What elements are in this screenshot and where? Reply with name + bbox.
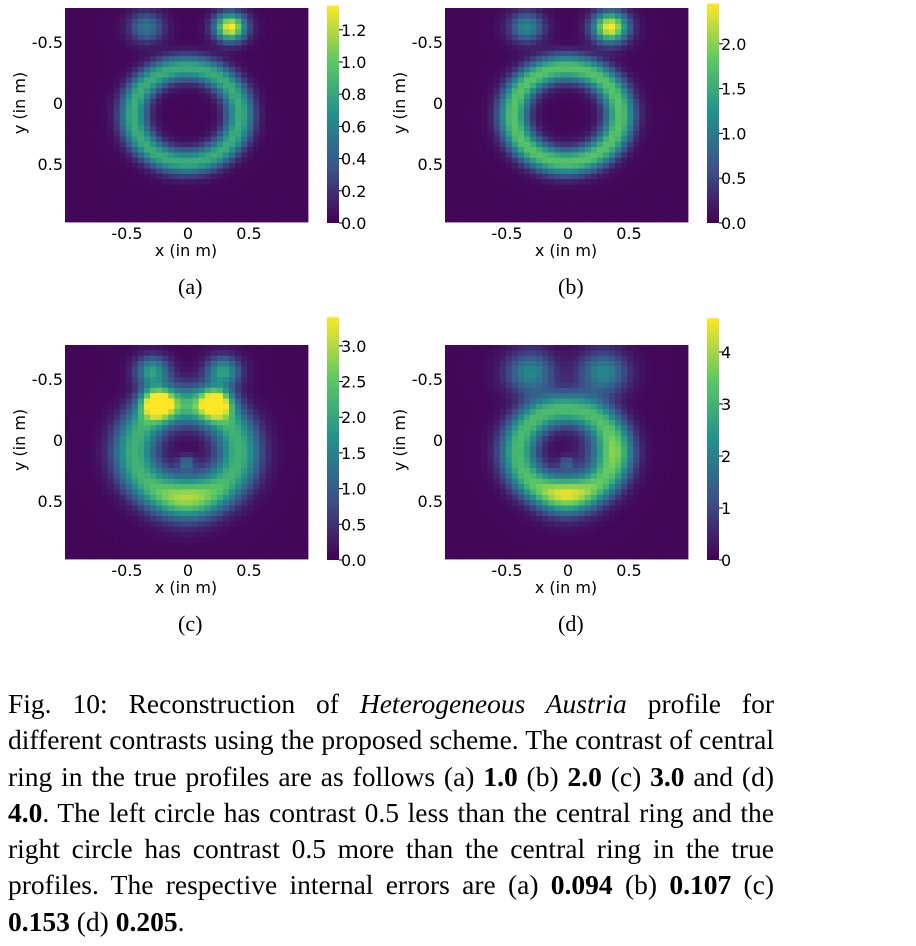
y-axis-label: y (in m) bbox=[390, 72, 409, 134]
y-tick-label: 0 bbox=[53, 94, 63, 113]
x-tick-label: 0.5 bbox=[236, 561, 261, 580]
x-tick-label: -0.5 bbox=[111, 561, 142, 580]
y-axis-label: y (in m) bbox=[10, 72, 29, 134]
subfigure-label: (b) bbox=[558, 274, 584, 299]
y-tick-label: 0 bbox=[433, 94, 443, 113]
panel-d: 0 1 2 3 4 -0.5 0 0.5 -0.5 0 0.5 x (in m) y (in m) (d) bbox=[380, 318, 800, 657]
y-tick-label: 0.5 bbox=[418, 492, 443, 511]
colorbar-tick-label: 0.8 bbox=[341, 85, 366, 104]
y-axis-label: y (in m) bbox=[390, 409, 409, 471]
panel-c: 0.0 0.5 1.0 1.5 2.0 2.5 3.0 -0.5 0 0.5 -0.5 0 0.5 x (… bbox=[0, 317, 420, 657]
colorbar-tick-label: 0 bbox=[721, 551, 731, 570]
colorbar-tick-label: 2.0 bbox=[721, 35, 746, 54]
x-tick-label: 0 bbox=[563, 561, 573, 580]
x-axis-label: x (in m) bbox=[535, 241, 597, 260]
x-axis-label: x (in m) bbox=[535, 578, 597, 597]
heatmap bbox=[65, 8, 309, 223]
heatmap bbox=[65, 345, 309, 560]
colorbar bbox=[327, 317, 339, 560]
colorbar-tick-label: 0.0 bbox=[341, 551, 366, 570]
x-axis-label: x (in m) bbox=[155, 578, 217, 597]
colorbar bbox=[707, 3, 719, 223]
y-tick-label: 0.5 bbox=[418, 155, 443, 174]
y-tick-label: -0.5 bbox=[32, 33, 63, 52]
x-tick-label: 0.5 bbox=[616, 561, 641, 580]
x-tick-label: -0.5 bbox=[491, 224, 522, 243]
colorbar-tick-label: 0.5 bbox=[341, 515, 366, 534]
y-tick-label: 0.5 bbox=[38, 492, 63, 511]
subfigure-label: (a) bbox=[178, 274, 203, 299]
colorbar-tick-label: 2 bbox=[721, 447, 731, 466]
y-tick-label: 0 bbox=[53, 431, 63, 450]
colorbar-tick-label: 3 bbox=[721, 395, 731, 414]
colorbar bbox=[707, 318, 719, 560]
x-tick-label: 0 bbox=[563, 224, 573, 243]
subfigure-label: (d) bbox=[558, 611, 584, 636]
colorbar-tick-label: 2.0 bbox=[341, 408, 366, 427]
reconstruction-plot: 0.0 0.5 1.0 1.5 2.0 -0.5 0 0.5 -0.5 0 0.5 x (in m) y… bbox=[390, 3, 746, 260]
x-tick-label: 0.5 bbox=[236, 224, 261, 243]
subfigure-label: (c) bbox=[178, 611, 203, 636]
reconstruction-plot: 0 1 2 3 4 -0.5 0 0.5 -0.5 0 0.5 x (in m) y (in m) bbox=[390, 318, 731, 597]
heatmap bbox=[445, 345, 689, 560]
colorbar bbox=[327, 5, 339, 223]
reconstruction-plot: 0.0 0.5 1.0 1.5 2.0 2.5 3.0 -0.5 0 0.5 -0.5 0 0.5 x (… bbox=[10, 317, 366, 597]
colorbar-tick-label: 4 bbox=[721, 343, 731, 362]
colorbar-tick-label: 1.5 bbox=[721, 80, 746, 99]
x-tick-label: -0.5 bbox=[491, 561, 522, 580]
x-tick-label: 0.5 bbox=[616, 224, 641, 243]
y-tick-label: 0 bbox=[433, 431, 443, 450]
colorbar-tick-label: 0.0 bbox=[721, 214, 746, 233]
colorbar-tick-label: 0.2 bbox=[341, 182, 366, 201]
colorbar-tick-label: 3.0 bbox=[341, 337, 366, 356]
x-tick-label: 0 bbox=[183, 561, 193, 580]
y-tick-label: 0.5 bbox=[38, 155, 63, 174]
colorbar-tick-label: 0.4 bbox=[341, 150, 366, 169]
colorbar-tick-label: 1.0 bbox=[341, 53, 366, 72]
y-tick-label: -0.5 bbox=[412, 370, 443, 389]
colorbar-tick-label: 1 bbox=[721, 499, 731, 518]
colorbar-tick-label: 0.6 bbox=[341, 117, 366, 136]
reconstruction-plot: 0.0 0.2 0.4 0.6 0.8 1.0 1.2 -0.5 0 0.5 -0.5 0 0.5 x (… bbox=[10, 5, 366, 260]
colorbar-tick-label: 1.0 bbox=[721, 124, 746, 143]
colorbar-tick-label: 0.5 bbox=[721, 169, 746, 188]
y-tick-label: -0.5 bbox=[412, 33, 443, 52]
x-tick-label: -0.5 bbox=[111, 224, 142, 243]
colorbar-tick-label: 0.0 bbox=[341, 214, 366, 233]
x-axis-label: x (in m) bbox=[155, 241, 217, 260]
heatmap bbox=[445, 8, 689, 223]
panel-a: 0.0 0.2 0.4 0.6 0.8 1.0 1.2 -0.5 0 0.5 -0.5 0 0.5 x (… bbox=[0, 0, 420, 320]
y-axis-label: y (in m) bbox=[10, 409, 29, 471]
colorbar-tick-label: 1.2 bbox=[341, 21, 366, 40]
colorbar-tick-label: 1.0 bbox=[341, 480, 366, 499]
y-tick-label: -0.5 bbox=[32, 370, 63, 389]
colorbar-tick-label: 2.5 bbox=[341, 373, 366, 392]
x-tick-label: 0 bbox=[183, 224, 193, 243]
figure-caption: Fig. 10: Reconstruction of Heterogeneous… bbox=[8, 688, 774, 937]
colorbar-tick-label: 1.5 bbox=[341, 444, 366, 463]
panel-b: 0.0 0.5 1.0 1.5 2.0 -0.5 0 0.5 -0.5 0 0.5 x (in m) y… bbox=[380, 0, 800, 320]
